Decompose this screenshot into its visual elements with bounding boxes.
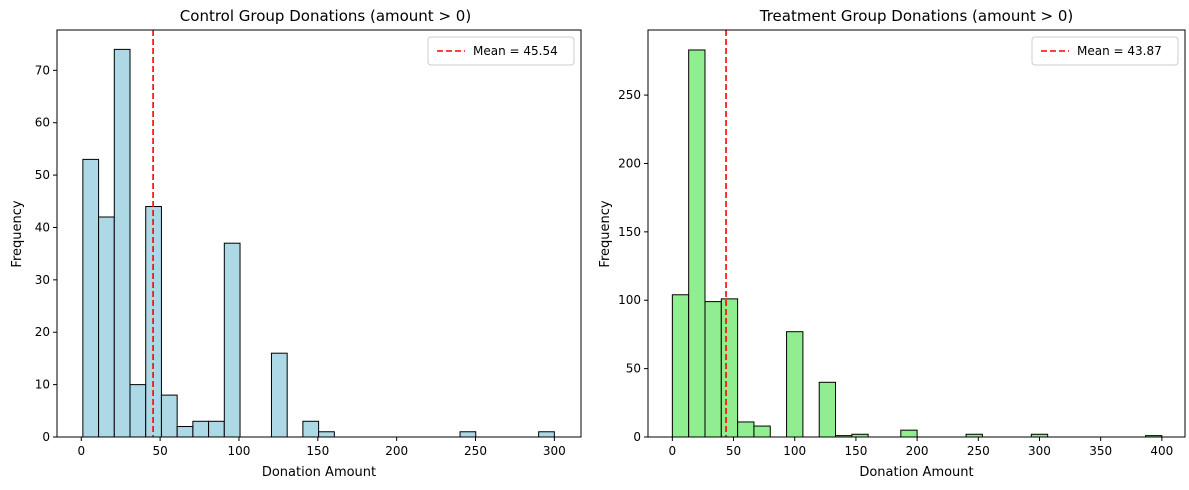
control-histogram-bar (302, 420, 320, 438)
treatment-axes-frame (647, 29, 1186, 438)
treatment-y-tick-label: 100 (618, 293, 641, 307)
treatment-y-axis-label: Frequency (598, 200, 613, 267)
control-y-tick-label: 70 (35, 63, 50, 77)
treatment-histogram-bar (671, 294, 690, 438)
treatment-histogram-bar (720, 298, 739, 438)
control-y-tick-label: 40 (35, 220, 50, 234)
control-histogram-bar (98, 216, 115, 438)
control-x-tick-label: 0 (77, 444, 85, 458)
control-histogram-bar (160, 394, 178, 438)
control-histogram-bar (459, 431, 477, 438)
control-x-tick-label: 150 (306, 444, 329, 458)
control-y-tick-label: 0 (42, 430, 50, 444)
control-histogram-bar (318, 431, 335, 438)
treatment-legend-label: Mean = 43.87 (1077, 44, 1162, 58)
treatment-x-tick-label: 350 (1089, 444, 1112, 458)
treatment-histogram-bar (900, 429, 918, 438)
treatment-x-tick-label: 250 (967, 444, 990, 458)
treatment-y-tick-label: 250 (618, 88, 641, 102)
treatment-x-tick-label: 100 (783, 444, 806, 458)
control-x-tick-label: 300 (543, 444, 566, 458)
treatment-histogram-bar (753, 425, 771, 438)
treatment-x-tick-label: 400 (1150, 444, 1173, 458)
control-y-tick-label: 50 (35, 168, 50, 182)
treatment-y-tick-label: 200 (618, 156, 641, 170)
control-histogram-bar (82, 158, 100, 438)
control-x-tick-label: 250 (464, 444, 487, 458)
control-histogram-bar (192, 420, 210, 438)
control-x-tick-label: 100 (228, 444, 251, 458)
control-histogram-bar (129, 384, 147, 438)
control-chart-title: Control Group Donations (amount > 0) (180, 7, 471, 25)
control-y-axis-label: Frequency (10, 200, 25, 267)
treatment-x-tick-label: 0 (669, 444, 677, 458)
treatment-histogram-bar (786, 331, 804, 438)
treatment-x-tick-label: 200 (906, 444, 929, 458)
control-histogram-bar (538, 431, 555, 438)
control-histogram-panel: Control Group Donations (amount > 0) Don… (10, 7, 582, 480)
control-y-tick-label: 30 (35, 273, 50, 287)
treatment-legend-box (1031, 36, 1179, 66)
control-y-tick-label: 10 (35, 378, 50, 392)
treatment-x-tick-label: 50 (726, 444, 741, 458)
treatment-x-axis-label: Donation Amount (859, 465, 973, 480)
control-y-tick-label: 60 (35, 116, 50, 130)
control-x-tick-label: 50 (152, 444, 167, 458)
control-axes-frame (56, 29, 582, 438)
treatment-histogram-bar (704, 301, 722, 438)
control-histogram-bar (176, 426, 194, 438)
treatment-chart-title: Treatment Group Donations (amount > 0) (759, 7, 1074, 25)
treatment-histogram-bar (688, 49, 706, 438)
control-y-tick-label: 20 (35, 325, 50, 339)
treatment-x-tick-label: 150 (844, 444, 867, 458)
control-histogram-bar (208, 420, 225, 438)
control-histogram-bar (113, 48, 131, 438)
control-histogram-bar (223, 242, 241, 438)
control-legend-label: Mean = 45.54 (473, 44, 558, 58)
control-histogram-bar (270, 352, 288, 438)
treatment-y-tick-label: 150 (618, 225, 641, 239)
treatment-histogram-panel: Treatment Group Donations (amount > 0) D… (598, 7, 1186, 480)
treatment-histogram-bar (818, 381, 837, 438)
control-x-axis-label: Donation Amount (262, 465, 376, 480)
treatment-y-tick-label: 0 (633, 430, 641, 444)
control-legend-box (427, 36, 575, 66)
treatment-x-tick-label: 300 (1028, 444, 1051, 458)
treatment-y-tick-label: 50 (626, 362, 641, 376)
treatment-histogram-bar (737, 421, 755, 438)
control-x-tick-label: 200 (385, 444, 408, 458)
